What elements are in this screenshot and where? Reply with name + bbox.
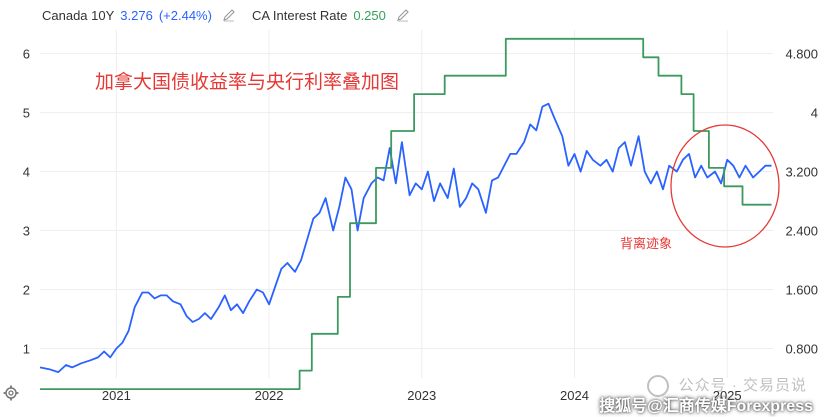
y-left-tick-label: 1 [23, 342, 30, 357]
series-line-ca-interest-rate [40, 37, 772, 391]
footer-source-text: 搜狐号@汇商传媒Forexpress [599, 398, 813, 415]
legend-series1-value: 3.276 [120, 7, 153, 23]
edit-pencil-icon[interactable] [396, 8, 410, 22]
annotation-ellipse [670, 124, 780, 248]
y-right-tick-label: 0.800 [785, 342, 818, 357]
x-tick-label: 2021 [102, 388, 131, 403]
x-tick-label: 2025 [713, 388, 742, 403]
edit-pencil-icon[interactable] [222, 8, 236, 22]
y-right-tick-label: 2.400 [785, 224, 818, 239]
legend-series2-label: CA Interest Rate [251, 7, 348, 23]
y-left-tick-label: 5 [23, 106, 30, 121]
y-right-tick-label: 1.600 [785, 283, 818, 298]
x-tick-label: 2024 [560, 388, 589, 403]
annotation-title: 加拿大国债收益率与央行利率叠加图 [95, 70, 399, 93]
y-right-tick-label: 4.800 [785, 47, 818, 62]
annotation-circle-label: 背离迹象 [620, 236, 672, 252]
wechat-logo-icon [647, 375, 670, 398]
settings-gear-icon[interactable] [3, 385, 19, 401]
y-left-tick-label: 4 [23, 165, 30, 180]
grid-lines [40, 30, 773, 378]
y-right-tick-label: 4 [811, 106, 818, 121]
legend-series2-value: 0.250 [353, 7, 386, 23]
annotation-layer: 加拿大国债收益率与央行利率叠加图 背离迹象 [95, 70, 780, 252]
y-left-tick-label: 2 [23, 283, 30, 298]
x-tick-label: 2023 [407, 388, 436, 403]
x-tick-label: 2022 [255, 388, 284, 403]
y-right-tick-label: 3.200 [785, 165, 818, 180]
series-lines [39, 37, 772, 391]
legend-series1-label: Canada 10Y [42, 7, 115, 23]
axes: 1 2 3 4 5 6 0.800 1.600 2.400 3.200 4 4.800 2021 2022… [23, 47, 818, 403]
series-line-canada-10y [39, 102, 772, 374]
chart-legend: Canada 10Y 3.276 (+2.44%) CA Interest Ra… [42, 6, 420, 24]
y-left-tick-label: 3 [23, 224, 30, 239]
watermark: 公众号 · 交易员说 [647, 374, 807, 398]
legend-series1-change: (+2.44%) [158, 7, 212, 23]
watermark-text: 公众号 · 交易员说 [678, 377, 807, 394]
y-left-tick-label: 6 [23, 47, 30, 62]
